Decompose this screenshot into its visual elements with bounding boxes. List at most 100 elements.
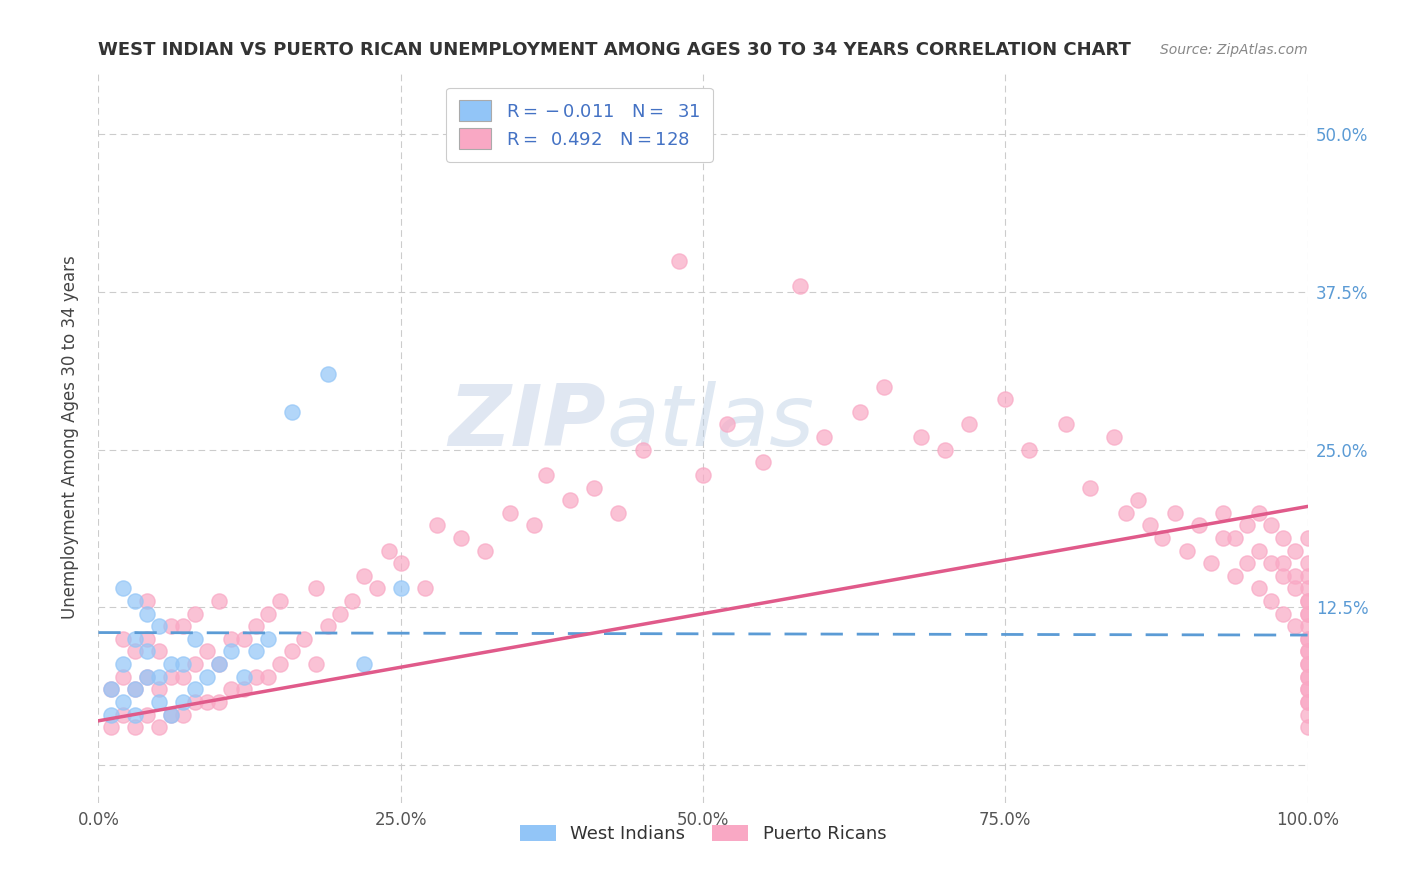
Point <box>1223 569 1246 583</box>
Point <box>195 644 218 658</box>
Point <box>631 442 654 457</box>
Point <box>232 670 254 684</box>
Point <box>1296 619 1319 633</box>
Point <box>281 644 304 658</box>
Text: Source: ZipAtlas.com: Source: ZipAtlas.com <box>1160 43 1308 57</box>
Point <box>245 619 267 633</box>
Point <box>849 405 872 419</box>
Point <box>124 682 146 697</box>
Point <box>172 670 194 684</box>
Point <box>245 644 267 658</box>
Point <box>100 720 122 734</box>
Point <box>124 707 146 722</box>
Point <box>1223 531 1246 545</box>
Point <box>221 682 243 697</box>
Point <box>111 657 134 671</box>
Point <box>366 582 388 596</box>
Point <box>172 695 194 709</box>
Point <box>135 644 157 658</box>
Point <box>184 607 207 621</box>
Point <box>100 707 122 722</box>
Point <box>195 695 218 709</box>
Point <box>135 607 157 621</box>
Point <box>1272 531 1295 545</box>
Point <box>256 670 278 684</box>
Point <box>256 607 278 621</box>
Point <box>1249 506 1271 520</box>
Point <box>1199 556 1222 570</box>
Point <box>208 695 231 709</box>
Point <box>1249 543 1271 558</box>
Point <box>208 594 231 608</box>
Point <box>148 670 170 684</box>
Point <box>111 632 134 646</box>
Point <box>1296 607 1319 621</box>
Point <box>1272 607 1295 621</box>
Point <box>1018 442 1040 457</box>
Point <box>281 405 304 419</box>
Point <box>208 657 231 671</box>
Point <box>558 493 581 508</box>
Point <box>1296 607 1319 621</box>
Point <box>124 644 146 658</box>
Point <box>1284 569 1306 583</box>
Point <box>1296 531 1319 545</box>
Point <box>1296 644 1319 658</box>
Point <box>269 594 291 608</box>
Point <box>292 632 315 646</box>
Point <box>160 670 183 684</box>
Point <box>124 720 146 734</box>
Point <box>160 707 183 722</box>
Point <box>498 506 520 520</box>
Point <box>389 582 412 596</box>
Point <box>1296 695 1319 709</box>
Point <box>1296 670 1319 684</box>
Point <box>1152 531 1174 545</box>
Point <box>377 543 399 558</box>
Point <box>184 632 207 646</box>
Point <box>752 455 775 469</box>
Y-axis label: Unemployment Among Ages 30 to 34 years: Unemployment Among Ages 30 to 34 years <box>60 255 79 619</box>
Point <box>160 707 183 722</box>
Point <box>160 619 183 633</box>
Point <box>316 367 339 381</box>
Point <box>232 632 254 646</box>
Point <box>135 707 157 722</box>
Point <box>1272 556 1295 570</box>
Point <box>172 657 194 671</box>
Point <box>474 543 496 558</box>
Point <box>100 682 122 697</box>
Point <box>329 607 352 621</box>
Point <box>124 632 146 646</box>
Point <box>1296 582 1319 596</box>
Point <box>316 619 339 633</box>
Point <box>994 392 1017 407</box>
Point <box>305 657 328 671</box>
Point <box>184 657 207 671</box>
Point <box>1296 707 1319 722</box>
Point <box>957 417 980 432</box>
Point <box>692 467 714 482</box>
Point <box>1284 543 1306 558</box>
Point <box>1296 556 1319 570</box>
Point <box>534 467 557 482</box>
Point <box>1102 430 1125 444</box>
Point <box>353 657 375 671</box>
Point <box>1260 594 1282 608</box>
Point <box>269 657 291 671</box>
Point <box>789 278 811 293</box>
Point <box>668 253 690 268</box>
Point <box>1284 619 1306 633</box>
Point <box>583 481 606 495</box>
Point <box>1260 556 1282 570</box>
Point <box>100 682 122 697</box>
Point <box>353 569 375 583</box>
Point <box>1296 657 1319 671</box>
Point <box>813 430 835 444</box>
Point <box>1212 506 1234 520</box>
Point <box>450 531 472 545</box>
Point <box>523 518 546 533</box>
Point <box>221 644 243 658</box>
Point <box>148 695 170 709</box>
Point <box>1284 582 1306 596</box>
